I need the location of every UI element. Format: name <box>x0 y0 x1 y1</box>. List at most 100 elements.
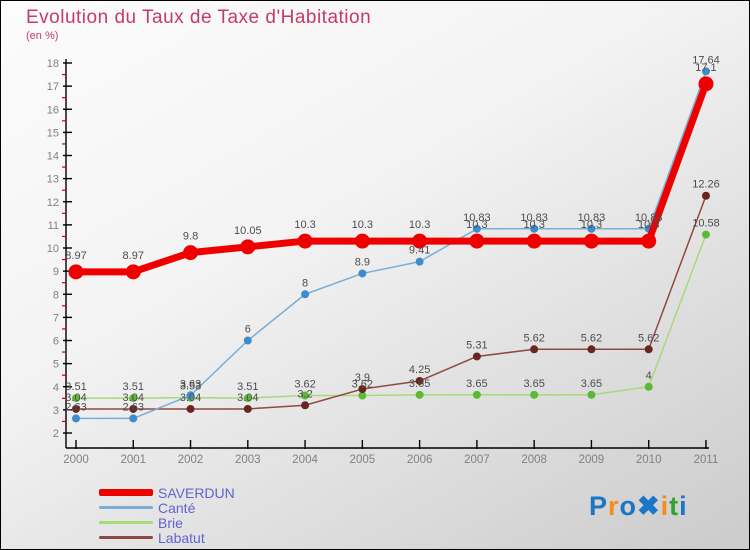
legend: SAVERDUN Canté Brie Labatut <box>99 485 235 545</box>
point-label-Brie: 3.65 <box>409 378 430 390</box>
point-label-SAVERDUN: 8.97 <box>123 250 144 262</box>
data-point-Brie <box>472 390 481 399</box>
point-label-Labatut: 3.2 <box>297 388 312 400</box>
data-point-SAVERDUN <box>412 233 428 249</box>
series-line-Brie <box>75 233 707 399</box>
legend-swatch-SAVERDUN <box>99 489 153 496</box>
point-label-SAVERDUN: 10.3 <box>466 219 487 231</box>
point-label-Labatut: 12.26 <box>692 179 720 191</box>
data-point-SAVERDUN <box>125 264 141 280</box>
data-point-SAVERDUN <box>641 233 657 249</box>
data-point-Labatut <box>129 404 138 413</box>
logo-letter: t <box>669 491 680 521</box>
point-label-SAVERDUN: 10.3 <box>523 219 544 231</box>
data-point-Labatut <box>301 401 310 410</box>
data-point-Labatut <box>243 404 252 413</box>
point-label-SAVERDUN: 10.3 <box>352 219 373 231</box>
x-tick-label: 2003 <box>235 454 261 466</box>
data-point-SAVERDUN <box>68 264 84 280</box>
legend-label-Brie: Brie <box>158 514 183 531</box>
point-label-Brie: 3.65 <box>581 378 602 390</box>
series-line-SAVERDUN <box>72 80 710 276</box>
x-tick-label: 2009 <box>579 454 605 466</box>
point-label-Labatut: 5.62 <box>523 332 544 344</box>
logo-letter: ✖ <box>637 491 661 521</box>
point-label-Brie: 3.62 <box>352 379 373 391</box>
point-label-Canté: 8 <box>302 277 308 289</box>
data-point-Brie <box>301 391 310 400</box>
x-tick-label: 2001 <box>120 454 146 466</box>
data-point-Brie <box>644 382 653 391</box>
data-point-SAVERDUN <box>240 239 256 255</box>
data-point-Labatut <box>530 345 539 354</box>
point-label-Canté: 10.83 <box>463 212 491 224</box>
data-point-Canté <box>587 224 596 233</box>
data-point-SAVERDUN <box>698 76 714 92</box>
data-point-Canté <box>415 257 424 266</box>
y-tick-label: 7 <box>53 312 59 324</box>
x-tick-label: 2008 <box>521 454 547 466</box>
point-label-Canté: 2.63 <box>65 401 86 413</box>
data-point-Brie <box>72 394 80 403</box>
series-line-Labatut <box>75 194 707 410</box>
point-label-SAVERDUN: 10.3 <box>638 219 659 231</box>
legend-item-Brie: Brie <box>99 515 235 530</box>
y-tick-label: 11 <box>48 220 59 232</box>
legend-swatch-Canté <box>99 506 153 509</box>
point-label-Labatut: 3.04 <box>65 392 86 404</box>
point-label-Labatut: 3.9 <box>355 372 370 384</box>
data-point-Labatut <box>587 345 596 354</box>
point-label-Brie: 10.58 <box>692 218 720 230</box>
y-tick-label: 15 <box>47 127 59 139</box>
legend-label-SAVERDUN: SAVERDUN <box>158 484 235 501</box>
logo-letter: o <box>619 491 638 521</box>
y-tick-label: 4 <box>53 382 59 394</box>
data-point-SAVERDUN <box>183 245 199 261</box>
data-point-Canté <box>472 224 481 233</box>
y-tick-label: 13 <box>47 174 59 186</box>
y-tick-label: 3 <box>53 405 59 417</box>
legend-item-Canté: Canté <box>99 500 235 515</box>
logo-letter: i <box>679 491 688 521</box>
proxiti-logo[interactable]: Pro✖iti <box>589 491 688 522</box>
data-point-Canté <box>186 391 195 400</box>
x-tick-label: 2007 <box>464 454 490 466</box>
point-label-SAVERDUN: 10.3 <box>294 219 315 231</box>
point-label-Brie: 3.65 <box>466 378 487 390</box>
point-label-Canté: 10.83 <box>635 212 663 224</box>
point-label-Brie: 3.53 <box>180 381 201 393</box>
point-label-Labatut: 3.04 <box>180 392 201 404</box>
point-label-Canté: 10.83 <box>520 212 548 224</box>
data-point-Labatut <box>186 404 195 413</box>
y-tick-label: 17 <box>47 81 59 93</box>
point-label-SAVERDUN: 10.3 <box>409 219 430 231</box>
data-point-Canté <box>301 290 310 299</box>
point-label-Canté: 3.63 <box>180 378 201 390</box>
chart-title: Evolution du Taux de Taxe d'Habitation <box>26 7 372 28</box>
point-label-Canté: 10.83 <box>578 212 606 224</box>
data-point-Canté <box>72 414 80 423</box>
data-point-Brie <box>358 391 367 400</box>
data-point-Brie <box>701 230 710 239</box>
legend-swatch-Labatut <box>99 536 153 539</box>
data-point-Brie <box>243 394 252 403</box>
data-point-Canté <box>530 224 539 233</box>
data-point-Canté <box>701 67 710 76</box>
y-tick-label: 10 <box>47 243 59 255</box>
x-tick-label: 2011 <box>694 454 719 466</box>
point-label-Canté: 2.63 <box>123 401 144 413</box>
point-label-Labatut: 4.25 <box>409 364 430 376</box>
y-tick-label: 18 <box>47 58 59 70</box>
chart-subtitle: (en %) <box>26 30 59 42</box>
point-label-SAVERDUN: 17.1 <box>695 62 716 74</box>
point-label-Brie: 3.62 <box>294 379 315 391</box>
x-tick-label: 2002 <box>178 454 204 466</box>
data-point-Canté <box>358 269 367 278</box>
point-label-SAVERDUN: 8.97 <box>65 250 86 262</box>
data-point-Labatut <box>415 376 424 385</box>
data-point-SAVERDUN <box>354 233 370 249</box>
point-label-Brie: 3.51 <box>237 381 258 393</box>
data-point-SAVERDUN <box>526 233 542 249</box>
point-label-Labatut: 5.62 <box>581 332 602 344</box>
